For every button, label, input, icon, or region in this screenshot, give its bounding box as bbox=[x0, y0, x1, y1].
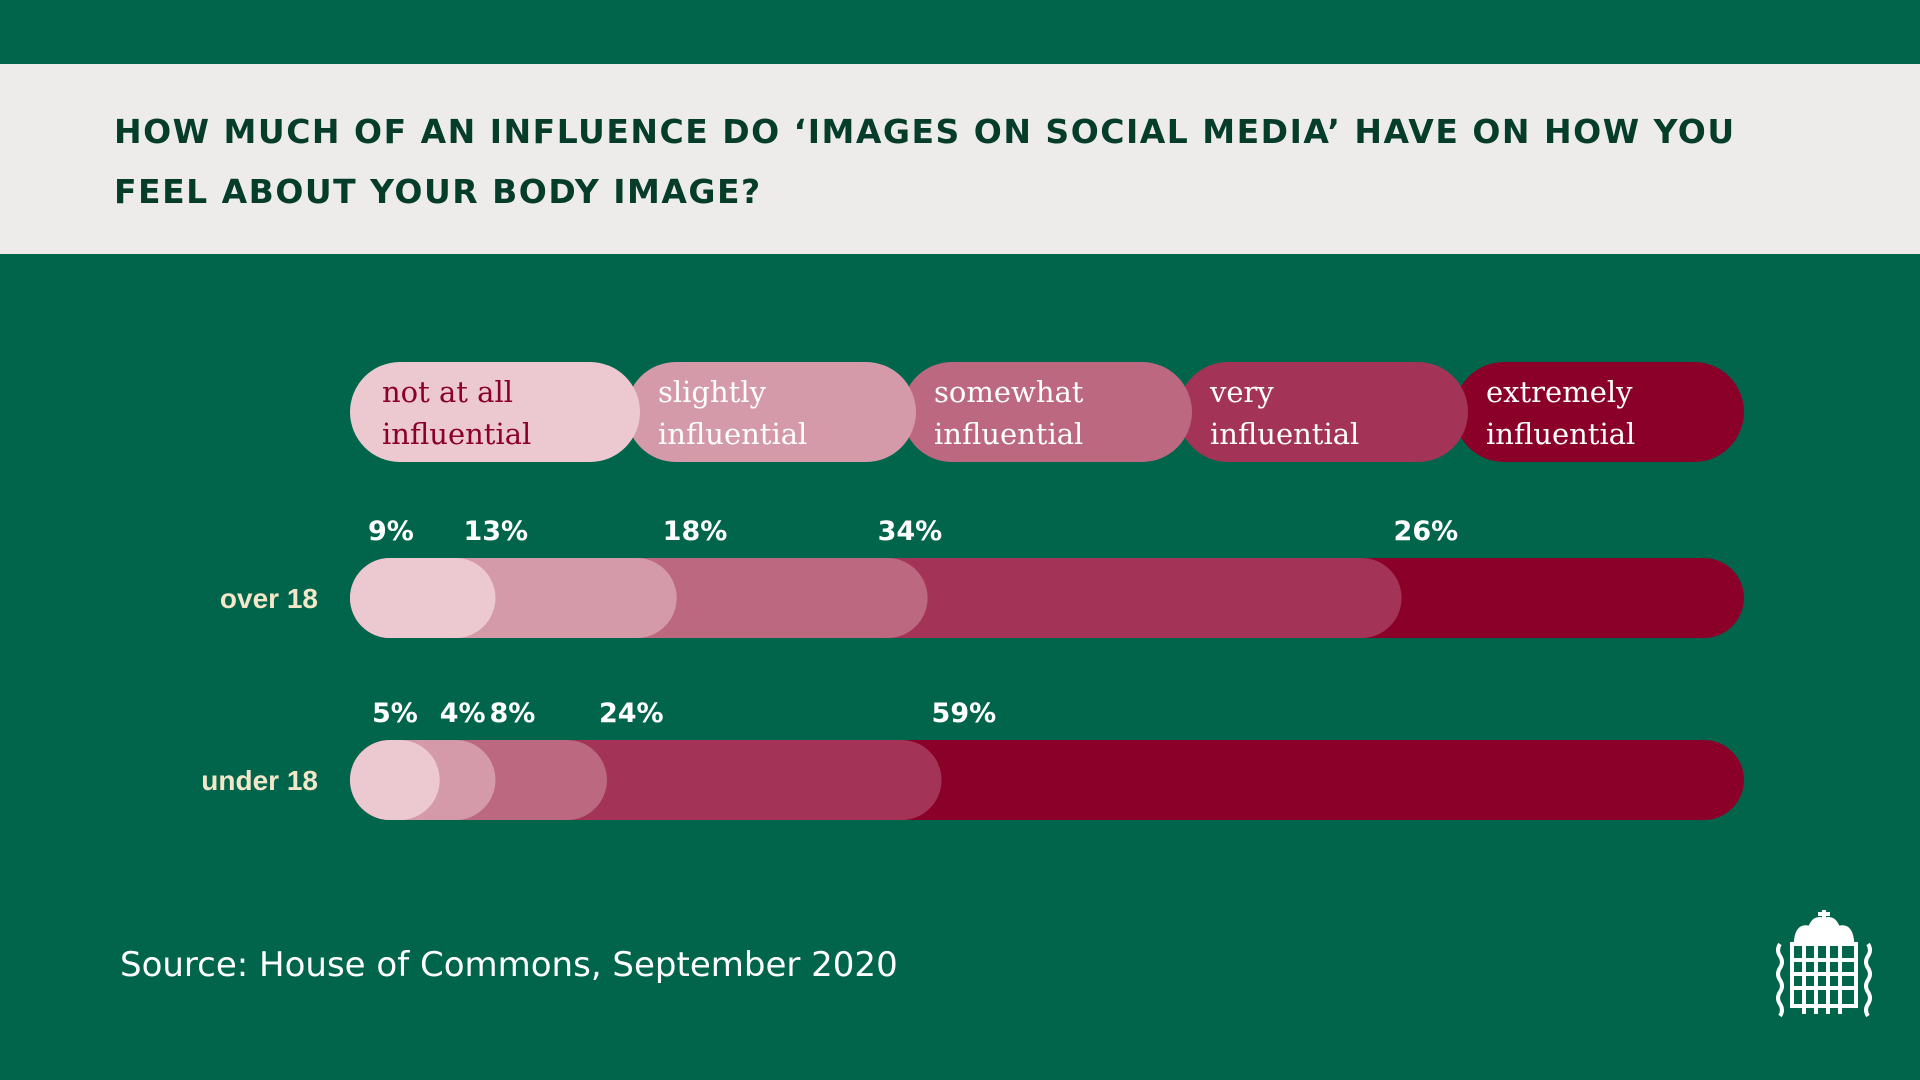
legend-label-2-line-1: slightly bbox=[658, 375, 767, 409]
legend-label-2-line-2: influential bbox=[658, 417, 807, 451]
legend-label-1-line-2: influential bbox=[382, 417, 531, 451]
value-label-1-5: 26% bbox=[1394, 516, 1459, 547]
legend-label-5-line-2: influential bbox=[1486, 417, 1635, 451]
value-label-1-2: 13% bbox=[463, 516, 528, 547]
legend-label-1-line-1: not at all bbox=[382, 375, 513, 409]
stacked-bar-chart: not at all influential slightly influential… bbox=[201, 362, 1744, 820]
legend-label-3-line-1: somewhat bbox=[934, 375, 1084, 409]
chart-title: HOW MUCH OF AN INFLUENCE DO ‘IMAGES ON S… bbox=[114, 112, 1736, 211]
row-label-2: under 18 bbox=[201, 765, 318, 796]
value-label-2-1: 5% bbox=[372, 698, 418, 729]
value-label-2-2: 4% bbox=[440, 698, 486, 729]
legend-swatch-1 bbox=[350, 362, 640, 462]
value-label-1-3: 18% bbox=[663, 516, 728, 547]
legend-swatch-3 bbox=[902, 362, 1192, 462]
legend: not at all influential slightly influential… bbox=[350, 362, 1744, 462]
legend-swatch-2 bbox=[626, 362, 916, 462]
portcullis-icon bbox=[1776, 910, 1872, 1018]
row-label-1: over 18 bbox=[220, 583, 318, 614]
value-label-2-3: 8% bbox=[489, 698, 535, 729]
value-labels: 9% 13% 18% 34% 26% 5% 4% 8% 24% 59% bbox=[368, 516, 1458, 729]
value-label-1-4: 34% bbox=[878, 516, 943, 547]
legend-label-3-line-2: influential bbox=[934, 417, 1083, 451]
legend-label-4-line-2: influential bbox=[1210, 417, 1359, 451]
bar-over-18-1 bbox=[350, 558, 496, 638]
title-band bbox=[0, 64, 1920, 254]
legend-label-4-line-1: very bbox=[1209, 375, 1274, 409]
value-label-2-4: 24% bbox=[599, 698, 664, 729]
value-label-2-5: 59% bbox=[932, 698, 997, 729]
source-note: Source: House of Commons, September 2020 bbox=[120, 945, 898, 985]
legend-label-5-line-1: extremely bbox=[1486, 375, 1633, 409]
legend-swatch-4 bbox=[1178, 362, 1468, 462]
bars bbox=[350, 558, 1744, 820]
row-labels: over 18 under 18 bbox=[201, 583, 318, 796]
legend-swatch-5 bbox=[1454, 362, 1744, 462]
value-label-1-1: 9% bbox=[368, 516, 414, 547]
bar-under-18-1 bbox=[350, 740, 440, 820]
